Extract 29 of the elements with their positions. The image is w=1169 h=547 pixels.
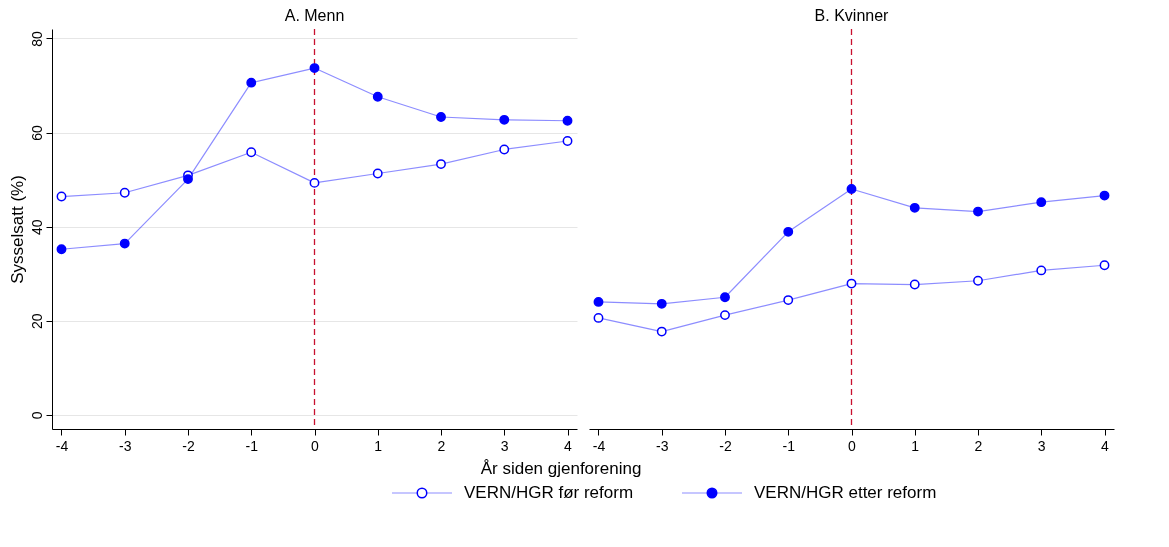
x-axis-title: År siden gjenforening [480, 459, 642, 478]
y-tick-label: 80 [28, 30, 45, 47]
y-axis-title: Sysselsatt (%) [7, 175, 27, 284]
x-tick-label: -2 [719, 437, 732, 454]
x-tick-label: 2 [974, 437, 983, 454]
y-tick-label: 60 [28, 125, 45, 141]
x-tick-label: -1 [245, 437, 259, 454]
x-tick-label: 4 [1101, 437, 1110, 454]
x-tick-label: -4 [592, 437, 606, 454]
chart-title: A. Menn [284, 7, 345, 25]
chart-title: B. Kvinner [814, 7, 890, 25]
x-tick-label: -2 [182, 437, 195, 454]
x-tick-label: 3 [500, 437, 509, 454]
x-tick-label: -4 [55, 437, 69, 454]
x-tick-label: 4 [564, 437, 573, 454]
x-tick-label: 0 [311, 437, 320, 454]
legend-label: VERN/HGR før reform [464, 483, 634, 502]
y-tick-label: 40 [28, 219, 45, 235]
x-tick-label: 1 [911, 437, 920, 454]
x-tick-label: 0 [848, 437, 857, 454]
x-tick-label: -3 [119, 437, 132, 454]
x-tick-label: -1 [782, 437, 796, 454]
x-tick-label: 3 [1037, 437, 1046, 454]
x-tick-label: 1 [374, 437, 383, 454]
legend-label: VERN/HGR etter reform [754, 483, 937, 502]
x-tick-label: 2 [437, 437, 446, 454]
x-tick-label: -3 [656, 437, 669, 454]
y-tick-label: 0 [28, 411, 45, 420]
y-tick-label: 20 [28, 313, 45, 330]
